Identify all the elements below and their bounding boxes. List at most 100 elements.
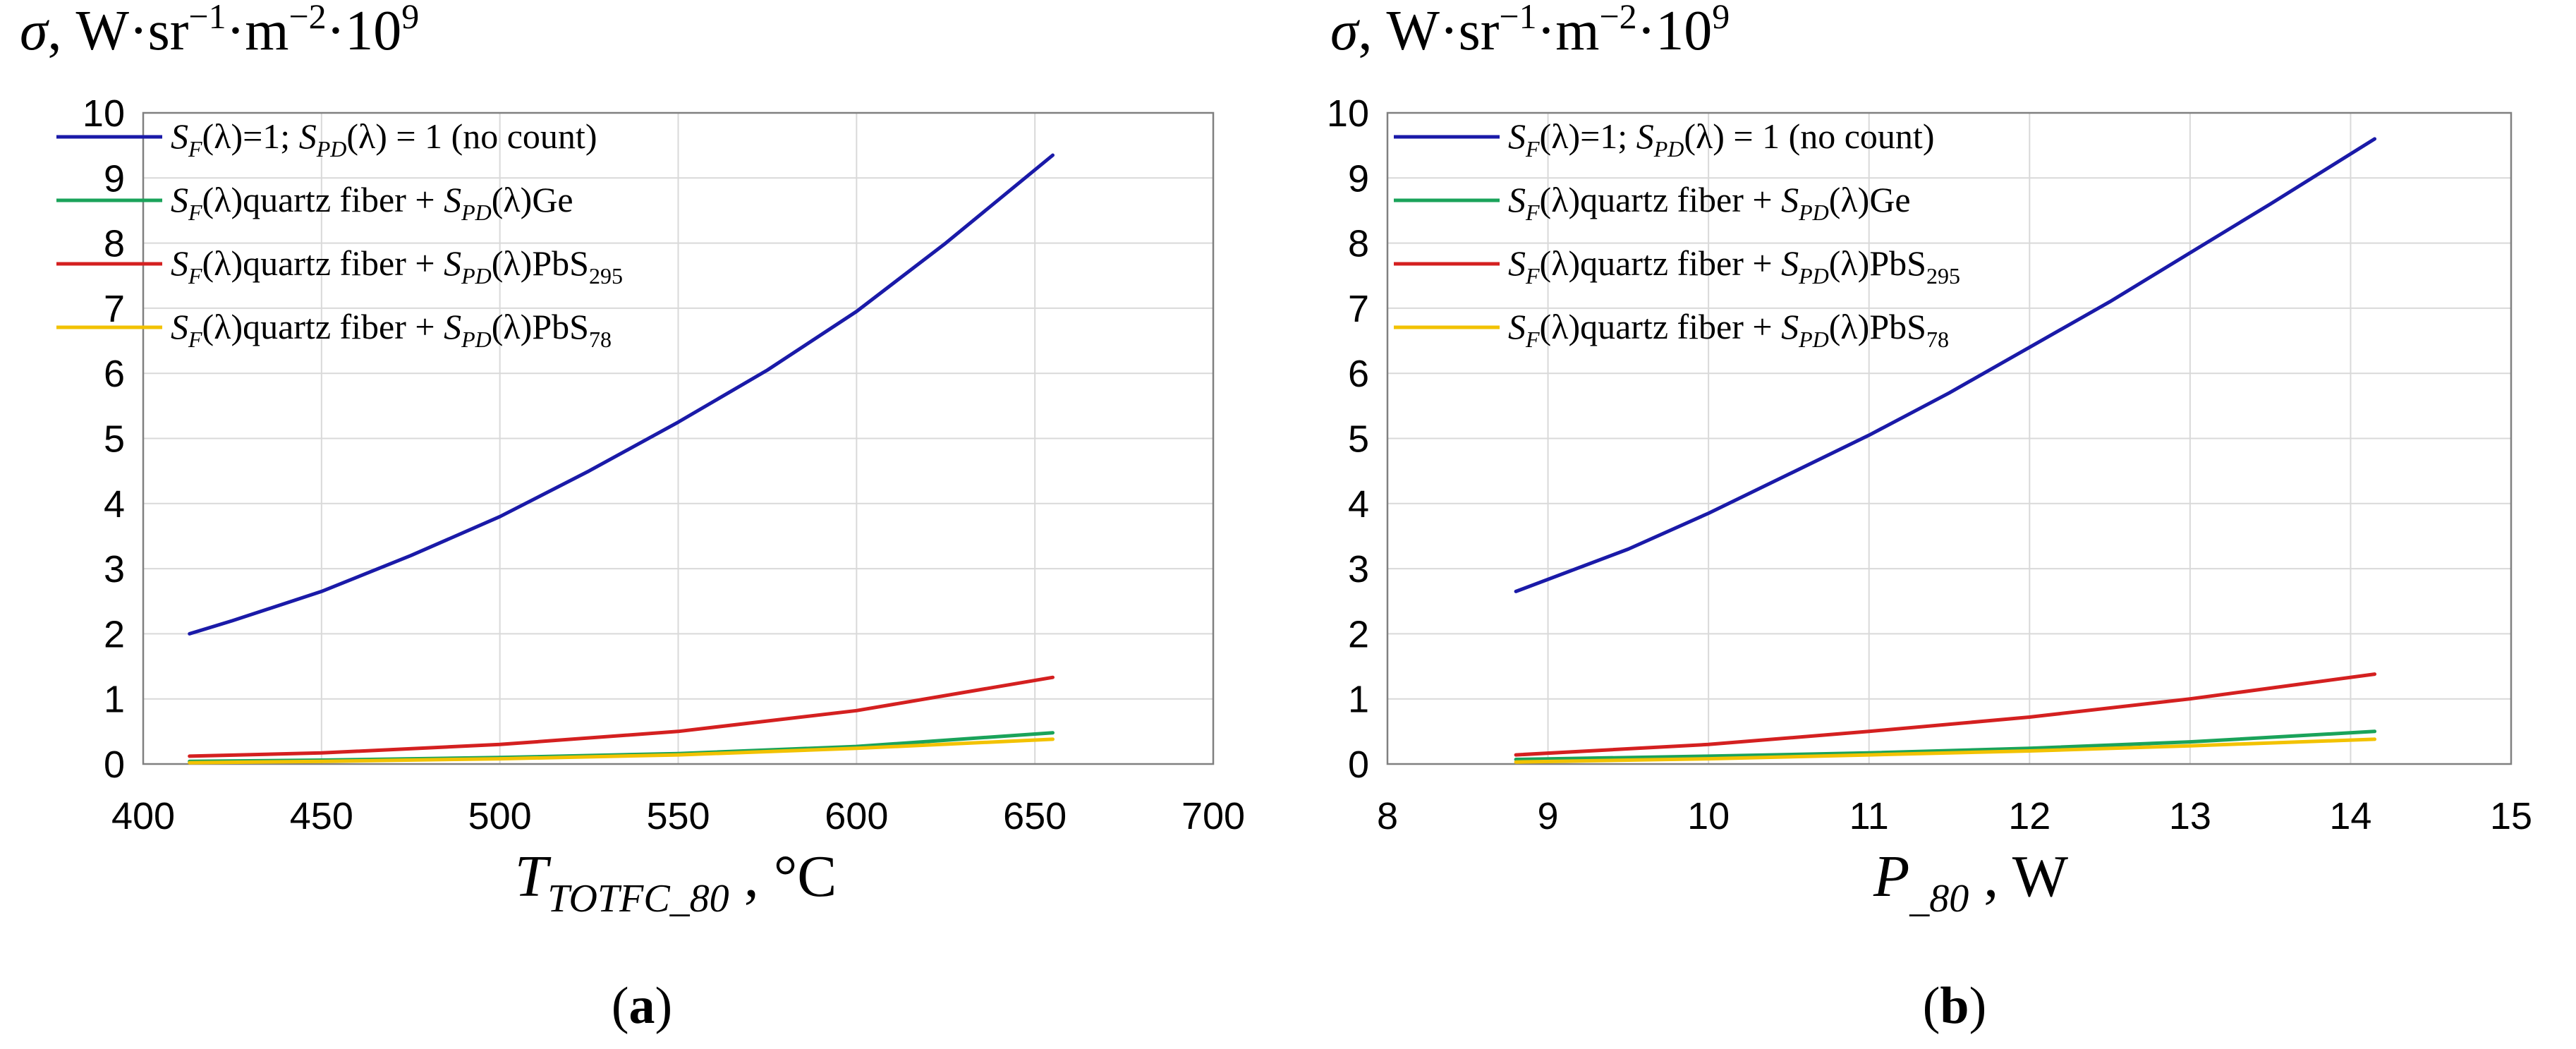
legend-subscript: F — [188, 136, 202, 162]
panel-label-paren: ) — [655, 977, 673, 1035]
y-tick-label: 10 — [83, 92, 125, 135]
y-tick-label: 9 — [1348, 157, 1369, 200]
legend-text: (λ)quartz fiber + — [202, 243, 444, 283]
legend-text: (λ) — [492, 243, 533, 283]
y-label-part: ·m — [1537, 0, 1600, 62]
legend-text: (λ) — [1829, 307, 1870, 346]
legend-subscript: PD — [1653, 136, 1684, 162]
legend-entry: SF(λ)=1; SPD(λ) = 1 (no count) — [1508, 116, 1934, 162]
y-tick-label: 8 — [1348, 223, 1369, 265]
legend-subscript: PD — [1798, 327, 1829, 352]
legend-text: (λ)quartz fiber + — [202, 307, 444, 346]
legend-entry: SF(λ)quartz fiber + SPD(λ)PbS295 — [171, 243, 623, 289]
series-line-yellow — [188, 737, 1055, 765]
legend-entry: SF(λ)quartz fiber + SPD(λ)PbS78 — [171, 307, 612, 352]
legend-subscript: F — [188, 200, 202, 225]
legend-subscript: F — [1525, 327, 1540, 352]
x-label-symbol: P — [1873, 844, 1909, 909]
x-axis-label-b: P_80 , W — [1873, 844, 2069, 921]
legend-s-symbol: S — [171, 116, 188, 156]
legend-text: (λ) — [492, 180, 533, 219]
y-tick-label: 6 — [104, 353, 125, 395]
legend-subscript: F — [1525, 136, 1540, 162]
legend-suffix-subscript: 78 — [589, 327, 612, 352]
legend-s-symbol: S — [1508, 116, 1526, 156]
series-line-blue — [1514, 137, 2377, 593]
y-label-part: −1 — [188, 0, 226, 36]
series-line-yellow — [1514, 737, 2377, 764]
x-tick-label: 450 — [290, 795, 353, 837]
y-label-part: −2 — [1599, 0, 1636, 36]
y-label-part: ·10 — [327, 0, 402, 62]
legend-entry: SF(λ)=1; SPD(λ) = 1 (no count) — [171, 116, 597, 162]
gridlines-b — [1387, 112, 2512, 765]
y-tick-label: 4 — [104, 483, 125, 526]
x-tick-label: 650 — [1003, 795, 1067, 837]
x-tick-label: 8 — [1377, 795, 1398, 837]
legend-s-symbol: S — [299, 116, 317, 156]
legend-text: (λ)=1; — [202, 116, 299, 156]
y-axis-label-a: σ, W·sr−1·m−2·109 — [20, 0, 419, 62]
x-tick-label: 12 — [2008, 795, 2051, 837]
legend-s-symbol: S — [171, 243, 188, 283]
y-label-part: σ — [1330, 0, 1360, 62]
legend-b: SF(λ)=1; SPD(λ) = 1 (no count)SF(λ)quart… — [1394, 116, 1960, 352]
legend-s-symbol: S — [171, 180, 188, 219]
y-label-part: , W·sr — [1358, 0, 1499, 62]
panel-label-letter: b — [1940, 977, 1969, 1035]
legend-s-symbol: S — [1781, 180, 1799, 219]
legend-entry: SF(λ)quartz fiber + SPD(λ)Ge — [1508, 180, 1911, 225]
legend-suffix-subscript: 295 — [589, 263, 623, 289]
x-tick-label: 500 — [468, 795, 532, 837]
x-tick-label: 400 — [111, 795, 175, 837]
legend-s-symbol: S — [444, 307, 461, 346]
legend-subscript: F — [188, 263, 202, 289]
legend-s-symbol: S — [1781, 307, 1799, 346]
y-tick-label: 9 — [104, 157, 125, 200]
y-tick-label: 5 — [1348, 418, 1369, 461]
x-axis-label-a: TTOTFC_80 , °C — [515, 844, 837, 921]
x-tick-label: 13 — [2169, 795, 2211, 837]
y-label-part: 9 — [401, 0, 419, 36]
legend-subscript: F — [188, 327, 202, 352]
series-group-a — [188, 153, 1055, 765]
x-tick-label: 9 — [1538, 795, 1559, 837]
series-line-red — [1514, 672, 2377, 757]
legend-subscript: PD — [461, 263, 492, 289]
legend-subscript: F — [1525, 200, 1540, 225]
x-tick-label: 14 — [2329, 795, 2371, 837]
legend-suffix-subscript: 295 — [1926, 263, 1960, 289]
chart-a-svg: 400 450 500 550 600 650 700012345678910SF(λ)=1… — [20, 0, 1245, 1035]
x-label-subscript: TOTFC_80 — [547, 877, 729, 921]
y-tick-label: 8 — [104, 223, 125, 265]
legend-entry: SF(λ)quartz fiber + SPD(λ)Ge — [171, 180, 573, 225]
legend-s-symbol: S — [171, 307, 188, 346]
legend-s-symbol: S — [1508, 307, 1526, 346]
panel-label-b: (b) — [1923, 977, 1986, 1035]
legend-suffix-subscript: 78 — [1926, 327, 1949, 352]
x-tick-label: 10 — [1687, 795, 1730, 837]
y-tick-label: 4 — [1348, 483, 1369, 526]
chart-panel-a: 400 450 500 550 600 650 700 0 1 2 3 4 5 6 7 8 9 10 SF(λ)=1… — [20, 0, 1245, 1035]
y-tick-label: 3 — [104, 548, 125, 590]
legend-s-symbol: S — [1636, 116, 1654, 156]
legend-suffix: PbS — [1869, 307, 1926, 346]
legend-text: (λ) — [1829, 180, 1870, 219]
legend-text: (λ) = 1 (no count) — [346, 116, 597, 156]
plot-frame-b — [1386, 111, 2513, 765]
y-tick-label: 1 — [104, 679, 125, 721]
legend-a: SF(λ)=1; SPD(λ) = 1 (no count)SF(λ)quart… — [56, 116, 623, 352]
legend-subscript: F — [1525, 263, 1540, 289]
y-tick-label: 0 — [104, 744, 125, 786]
y-label-part: ·m — [226, 0, 289, 62]
series-group-b — [1514, 137, 2377, 764]
legend-suffix: Ge — [532, 180, 573, 219]
legend-subscript: PD — [461, 200, 492, 225]
x-label-unit: , W — [1969, 844, 2068, 909]
panel-label-letter: a — [629, 977, 655, 1035]
x-tick-label: 700 — [1181, 795, 1245, 837]
y-tick-label: 3 — [1348, 548, 1369, 590]
x-tick-label: 550 — [646, 795, 710, 837]
